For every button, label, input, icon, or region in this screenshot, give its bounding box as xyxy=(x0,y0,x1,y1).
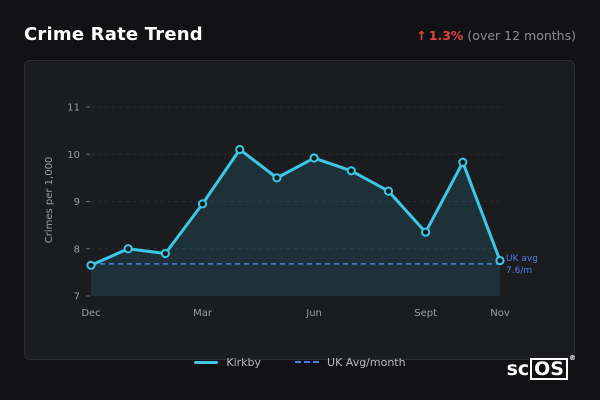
legend-item-kirkby[interactable]: Kirkby xyxy=(194,356,261,369)
data-point[interactable] xyxy=(197,199,208,209)
legend-label-kirkby: Kirkby xyxy=(226,355,262,369)
data-point[interactable] xyxy=(272,173,282,183)
x-axis-ticks: Dec Mar Jun Sept Nov xyxy=(81,308,510,319)
y-tick-label: 9 xyxy=(74,197,80,208)
data-points xyxy=(86,144,505,270)
legend-item-uk-avg[interactable]: UK Avg/month xyxy=(295,356,406,369)
uk-average-annotation-value: 7.6/m xyxy=(506,266,532,276)
trend-change: ↑ 1.3% (over 12 months) xyxy=(416,28,576,43)
grid xyxy=(91,106,500,250)
data-point[interactable] xyxy=(235,144,245,155)
x-tick-label: Dec xyxy=(81,308,100,319)
data-point[interactable] xyxy=(160,248,170,259)
y-tick-label: 8 xyxy=(74,244,80,255)
data-point[interactable] xyxy=(421,227,431,237)
legend: Kirkby UK Avg/month xyxy=(0,352,600,372)
legend-swatch-dashed xyxy=(295,361,320,363)
data-point[interactable] xyxy=(383,186,394,196)
y-axis-ticks: 7 8 9 10 11 xyxy=(67,103,90,303)
y-tick-label: 11 xyxy=(67,103,80,114)
x-tick-label: Sept xyxy=(414,308,437,319)
chart-title: Crime Rate Trend xyxy=(24,24,203,45)
data-point[interactable] xyxy=(346,166,356,176)
legend-label-uk-avg: UK Avg/month xyxy=(327,355,406,369)
y-tick-label: 7 xyxy=(74,292,80,303)
series-line-kirkby xyxy=(89,148,502,267)
y-tick-label: 10 xyxy=(67,150,80,161)
x-tick-label: Nov xyxy=(490,308,510,319)
data-point[interactable] xyxy=(86,260,96,270)
up-arrow-icon: ↑ xyxy=(416,28,427,43)
data-point[interactable] xyxy=(495,255,505,266)
data-point[interactable] xyxy=(123,244,133,254)
logo-registered-mark: ® xyxy=(569,354,576,362)
x-tick-label: Mar xyxy=(193,308,213,319)
y-axis-label: Crimes per 1,000 xyxy=(44,157,55,244)
change-value: 1.3% xyxy=(428,28,464,43)
data-point[interactable] xyxy=(458,157,468,167)
uk-average-annotation: UK avg xyxy=(506,254,538,264)
logo-text-sc: sc xyxy=(506,358,530,380)
series-area xyxy=(91,149,500,296)
logo-text-os: OS xyxy=(530,358,568,380)
data-point[interactable] xyxy=(309,153,319,163)
chart-card xyxy=(24,60,575,360)
change-period: (over 12 months) xyxy=(467,28,576,43)
x-tick-label: Jun xyxy=(305,308,322,319)
scos-logo: sc OS ® xyxy=(506,354,576,380)
legend-swatch-line xyxy=(194,360,219,364)
